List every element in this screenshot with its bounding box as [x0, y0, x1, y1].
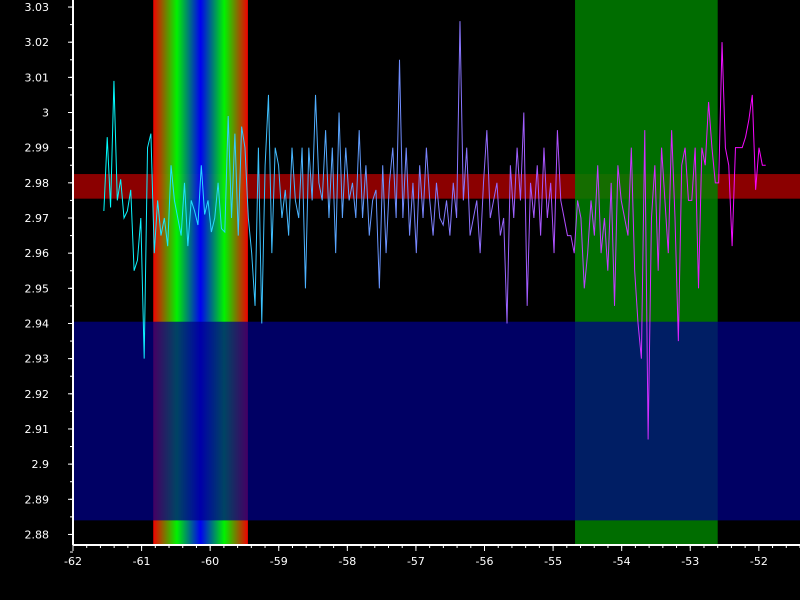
- region-layer: [73, 0, 800, 545]
- y-tick-label: 2.89: [25, 493, 50, 506]
- x-tick-label: -55: [544, 555, 562, 568]
- series-layer: [103, 21, 766, 440]
- y-tick-label: 3.01: [25, 71, 50, 84]
- x-tick-label: -56: [476, 555, 494, 568]
- x-tick-label: -57: [407, 555, 425, 568]
- horizontal-blue-band: [73, 321, 800, 521]
- y-tick-label: 3: [42, 107, 49, 120]
- x-tick-label: -58: [338, 555, 356, 568]
- y-tick-label: 2.9: [32, 458, 50, 471]
- y-tick-label: 2.92: [25, 388, 50, 401]
- y-tick-label: 2.97: [25, 212, 50, 225]
- x-tick-label: -52: [750, 555, 768, 568]
- x-tick-label: -59: [270, 555, 288, 568]
- x-tick-label: -61: [133, 555, 151, 568]
- y-tick-label: 2.95: [25, 282, 50, 295]
- y-tick-label: 2.98: [25, 177, 50, 190]
- y-tick-label: 2.99: [25, 142, 50, 155]
- y-tick-label: 3.02: [25, 36, 50, 49]
- x-tick-label: -62: [64, 555, 82, 568]
- y-tick-label: 2.91: [25, 423, 50, 436]
- axes-layer: 2.88 2.89 2.9 2.91 2.92 2.93 2.94 2.95 2.96 2.97 2…: [25, 0, 800, 568]
- y-tick-label: 2.94: [25, 317, 50, 330]
- y-tick-label: 2.93: [25, 353, 50, 366]
- x-tick-label: -53: [681, 555, 699, 568]
- x-tick-label: -60: [201, 555, 219, 568]
- y-tick-label: 2.96: [25, 247, 50, 260]
- y-tick-label: 2.88: [25, 528, 50, 541]
- x-tick-label: -54: [613, 555, 631, 568]
- y-tick-label: 3.03: [25, 1, 50, 14]
- series-line-0: [103, 21, 766, 440]
